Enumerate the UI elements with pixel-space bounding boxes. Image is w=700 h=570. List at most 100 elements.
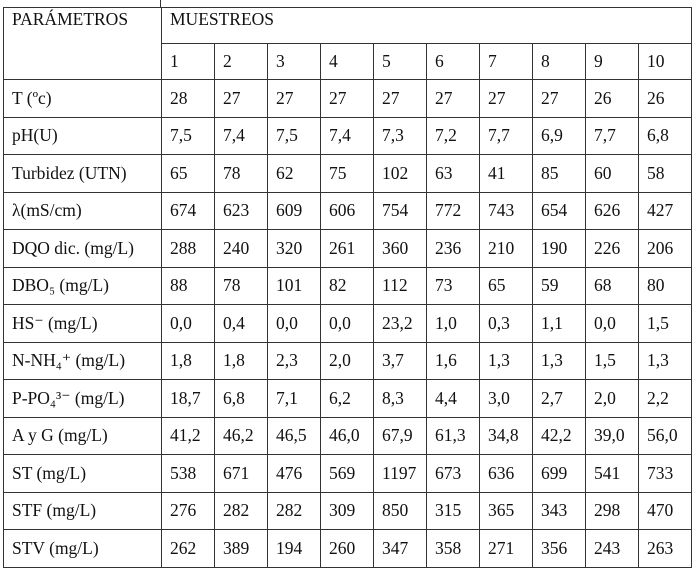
table-cell: 6,8	[214, 379, 268, 418]
table-cell: 65	[161, 154, 215, 193]
table-cell: 2,3	[267, 341, 321, 380]
table-cell: 298	[585, 491, 639, 530]
table-cell: 3,0	[479, 379, 533, 418]
table-cell: 7,7	[585, 116, 639, 155]
table-cell: 1,6	[426, 341, 480, 380]
table-cell: 315	[426, 491, 480, 530]
table-cell: 7,1	[267, 379, 321, 418]
table-cell: 68	[585, 266, 639, 305]
table-cell: 67,9	[373, 416, 427, 455]
table-cell: 82	[320, 266, 374, 305]
table-cell: 358	[426, 529, 480, 568]
table-cell: 606	[320, 191, 374, 230]
table-cell: 6,8	[638, 116, 692, 155]
table-cell: 190	[532, 229, 586, 268]
table-cell: 18,7	[161, 379, 215, 418]
param-label: DQO dic. (mg/L)	[3, 229, 162, 268]
table-cell: 243	[585, 529, 639, 568]
table-cell: 1,8	[161, 341, 215, 380]
sample-header: 5	[373, 43, 427, 80]
table-cell: 0,0	[585, 304, 639, 343]
table-cell: 699	[532, 454, 586, 493]
table-cell: 2,2	[638, 379, 692, 418]
table-cell: 1,3	[479, 341, 533, 380]
table-cell: 206	[638, 229, 692, 268]
sample-header: 6	[426, 43, 480, 80]
table-cell: 6,9	[532, 116, 586, 155]
table-cell: 101	[267, 266, 321, 305]
table-cell: 27	[426, 79, 480, 118]
table-row: Turbidez (UTN) 65 78 62 75 102 63 41 85 60 58	[3, 154, 692, 193]
table-cell: 62	[267, 154, 321, 193]
table-cell: 623	[214, 191, 268, 230]
table-cell: 7,5	[267, 116, 321, 155]
param-label: P-PO₄³⁻ (mg/L)	[3, 379, 162, 418]
table-cell: 1,3	[532, 341, 586, 380]
table-cell: 0,0	[267, 304, 321, 343]
param-label: STF (mg/L)	[3, 491, 162, 530]
table-cell: 60	[585, 154, 639, 193]
table-cell: 194	[267, 529, 321, 568]
param-label: pH(U)	[3, 116, 162, 155]
table-cell: 39,0	[585, 416, 639, 455]
table-cell: 470	[638, 491, 692, 530]
table-cell: 41	[479, 154, 533, 193]
table-cell: 276	[161, 491, 215, 530]
table-cell: 6,2	[320, 379, 374, 418]
table-cell: 46,0	[320, 416, 374, 455]
table-cell: 754	[373, 191, 427, 230]
table-cell: 80	[638, 266, 692, 305]
table-cell: 541	[585, 454, 639, 493]
table-cell: 476	[267, 454, 321, 493]
table-cell: 88	[161, 266, 215, 305]
table-cell: 0,3	[479, 304, 533, 343]
table-cell: 2,0	[585, 379, 639, 418]
table-cell: 609	[267, 191, 321, 230]
table-cell: 743	[479, 191, 533, 230]
table-row: DBO₅ (mg/L) 88 78 101 82 112 73 65 59 68 80	[3, 266, 692, 305]
table-cell: 850	[373, 491, 427, 530]
table-cell: 42,2	[532, 416, 586, 455]
table-cell: 7,5	[161, 116, 215, 155]
table-cell: 56,0	[638, 416, 692, 455]
sample-header: 10	[638, 43, 692, 80]
table-cell: 0,0	[161, 304, 215, 343]
table-cell: 0,4	[214, 304, 268, 343]
table-row: λ(mS/cm) 674 623 609 606 754 772 743 654 626 427	[3, 191, 692, 230]
table-cell: 271	[479, 529, 533, 568]
table-row: pH(U) 7,5 7,4 7,5 7,4 7,3 7,2 7,7 6,9 7,7 6,8	[3, 116, 692, 155]
table-cell: 8,3	[373, 379, 427, 418]
param-label: N-NH₄⁺ (mg/L)	[3, 341, 162, 380]
table-cell: 320	[267, 229, 321, 268]
table-cell: 1,8	[214, 341, 268, 380]
param-label: λ(mS/cm)	[3, 191, 162, 230]
table-row: HS⁻ (mg/L) 0,0 0,4 0,0 0,0 23,2 1,0 0,3 1,1 0,0 1,…	[3, 304, 692, 343]
table-cell: 3,7	[373, 341, 427, 380]
table-cell: 73	[426, 266, 480, 305]
table-cell: 7,2	[426, 116, 480, 155]
table-cell: 210	[479, 229, 533, 268]
table-row: ST (mg/L) 538 671 476 569 1197 673 636 699 541 733	[3, 454, 692, 493]
table-cell: 282	[214, 491, 268, 530]
table-cell: 538	[161, 454, 215, 493]
param-label: A y G (mg/L)	[3, 416, 162, 455]
table-cell: 365	[479, 491, 533, 530]
table-cell: 654	[532, 191, 586, 230]
table-cell: 7,7	[479, 116, 533, 155]
table-cell: 427	[638, 191, 692, 230]
table-cell: 1,5	[585, 341, 639, 380]
table-cell: 1,0	[426, 304, 480, 343]
table-cell: 261	[320, 229, 374, 268]
table-cell: 1,5	[638, 304, 692, 343]
table-cell: 1197	[373, 454, 427, 493]
table-cell: 0,0	[320, 304, 374, 343]
group-header: MUESTREOS	[161, 7, 692, 44]
param-label: STV (mg/L)	[3, 529, 162, 568]
table-cell: 309	[320, 491, 374, 530]
table-cell: 75	[320, 154, 374, 193]
sample-header: 7	[479, 43, 533, 80]
table-cell: 4,4	[426, 379, 480, 418]
sample-header: 8	[532, 43, 586, 80]
table-cell: 226	[585, 229, 639, 268]
table-cell: 2,0	[320, 341, 374, 380]
